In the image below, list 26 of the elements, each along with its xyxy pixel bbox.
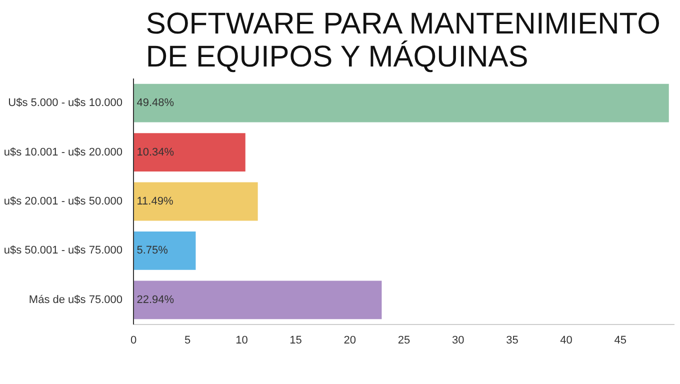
x-tick-label: 20: [344, 334, 356, 346]
data-label: 10.34%: [136, 146, 174, 158]
chart-title: SOFTWARE PARA MANTENIMIENTO DE EQUIPOS Y MÁQUINAS: [146, 8, 660, 74]
y-tick-label: Más de u$s 75.000: [28, 294, 123, 306]
x-tick-label: 0: [130, 334, 137, 346]
x-tick-label: 10: [236, 334, 248, 346]
y-tick-label: u$s 20.001 - u$s 50.000: [4, 196, 123, 208]
x-tick-label: 30: [452, 334, 464, 346]
data-label: 5.75%: [136, 244, 168, 257]
x-tick-label: 35: [506, 334, 518, 346]
x-tick-label: 25: [398, 334, 410, 346]
bar: [134, 280, 382, 320]
x-tick-label: 45: [614, 334, 627, 346]
data-label: 11.49%: [136, 196, 174, 208]
x-tick-label: 15: [290, 334, 302, 346]
y-tick-label: u$s 50.001 - u$s 75.000: [4, 244, 123, 257]
y-tick-label: U$s 5.000 - u$s 10.000: [8, 97, 123, 110]
data-label: 49.48%: [136, 97, 174, 110]
bar: [134, 232, 196, 270]
x-tick-label: 5: [184, 334, 191, 346]
bar: [134, 182, 258, 221]
bar: [134, 133, 246, 172]
y-tick-label: u$s 10.001 - u$s 20.000: [4, 146, 123, 158]
x-tick-label: 40: [560, 334, 572, 346]
data-label: 22.94%: [136, 294, 174, 306]
bar: [134, 84, 669, 122]
